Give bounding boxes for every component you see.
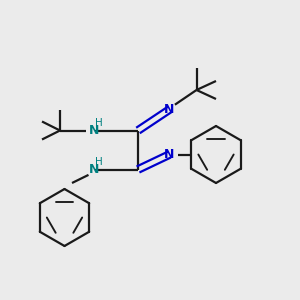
Text: N: N	[89, 124, 100, 137]
Text: H: H	[95, 157, 103, 167]
Text: N: N	[89, 163, 100, 176]
Text: N: N	[164, 148, 175, 161]
Text: H: H	[95, 118, 103, 128]
Text: N: N	[164, 103, 175, 116]
